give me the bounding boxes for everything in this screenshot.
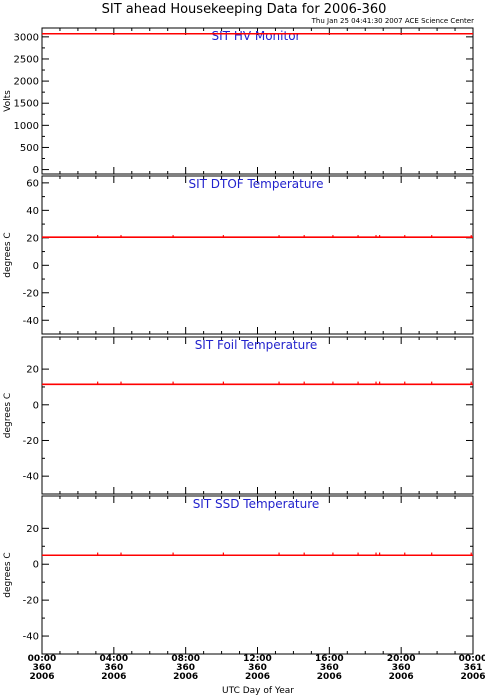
y-tick-label: -40 xyxy=(23,316,39,327)
x-tick-label: 2006 xyxy=(245,672,270,682)
x-tick-label: 2006 xyxy=(101,672,126,682)
y-tick-label: -40 xyxy=(23,472,39,483)
x-tick-label: 20:00 xyxy=(387,654,416,664)
panel-title: SIT SSD Temperature xyxy=(193,497,320,511)
x-tick-label: 360 xyxy=(33,663,52,673)
y-tick-label: 0 xyxy=(33,400,39,411)
y-tick-label: 0 xyxy=(33,560,39,571)
x-tick-label: 360 xyxy=(392,663,411,673)
x-tick-label: 360 xyxy=(248,663,267,673)
y-tick-label: -40 xyxy=(23,632,39,643)
x-tick-label: 08:00 xyxy=(171,654,200,664)
plot-frame xyxy=(41,27,474,175)
y-tick-label: 0 xyxy=(33,165,39,176)
x-tick-label: 360 xyxy=(176,663,195,673)
panel-2: -40 -20 0 20 40 60 degrees C SIT DTOF Temperatu… xyxy=(3,175,474,335)
y-tick-label: -20 xyxy=(23,436,39,447)
y-tick-label: 500 xyxy=(20,143,39,154)
panel-title: SIT Foil Temperature xyxy=(195,338,318,352)
y-tick-label: 2500 xyxy=(14,54,39,65)
x-tick-label: 360 xyxy=(320,663,339,673)
x-tick-label: 2006 xyxy=(389,672,414,682)
x-tick-label: 360 xyxy=(104,663,123,673)
chart-subtitle: Thu Jan 25 04:41:30 2007 ACE Science Cen… xyxy=(311,17,474,25)
x-tick-label: 2006 xyxy=(460,672,485,682)
x-tick-label: 361 xyxy=(464,663,483,673)
x-tick-label: 2006 xyxy=(173,672,198,682)
x-axis-label: UTC Day of Year xyxy=(222,686,294,696)
y-axis-label: Volts xyxy=(3,90,13,112)
x-tick-label: 16:00 xyxy=(315,654,344,664)
y-tick-label: -20 xyxy=(23,288,39,299)
panel-3: -40 -20 0 20 degrees C SIT Foil Temperature xyxy=(3,336,474,495)
x-tick-label: 12:00 xyxy=(243,654,272,664)
y-axis-label: degrees C xyxy=(3,232,13,277)
y-tick-label: 2000 xyxy=(14,77,39,88)
y-tick-label: 20 xyxy=(26,365,39,376)
y-tick-label: 1500 xyxy=(14,99,39,110)
y-axis-label: degrees C xyxy=(3,393,13,438)
plot-frame xyxy=(41,495,474,655)
x-tick-label: 00:00 xyxy=(28,654,57,664)
y-tick-label: 20 xyxy=(26,233,39,244)
x-tick-label: 00:00 xyxy=(459,654,485,664)
y-tick-label: 60 xyxy=(26,178,39,189)
panel-1: 0 500 1000 1500 2000 2500 3000 Volts SIT HV Moni… xyxy=(3,27,474,176)
y-tick-label: 20 xyxy=(26,524,39,535)
x-tick-label: 04:00 xyxy=(100,654,129,664)
x-tick-label: 2006 xyxy=(317,672,342,682)
x-tick-label: 2006 xyxy=(29,672,54,682)
panel-title: SIT DTOF Temperature xyxy=(188,177,323,191)
chart-title: SIT ahead Housekeeping Data for 2006-360 xyxy=(102,2,387,17)
panel-4: -40 -20 0 20 degrees C SIT SSD Temperature xyxy=(3,495,474,655)
y-tick-label: -20 xyxy=(23,596,39,607)
plot-frame xyxy=(41,175,474,335)
plot-frame xyxy=(41,336,474,495)
y-tick-label: 3000 xyxy=(14,32,39,43)
y-axis-label: degrees C xyxy=(3,552,13,597)
y-tick-label: 0 xyxy=(33,261,39,272)
panel-title: SIT HV Monitor xyxy=(212,29,301,43)
x-axis: 00:00360200604:00360200608:00360200612:0… xyxy=(28,654,485,682)
y-tick-label: 1000 xyxy=(14,121,39,132)
y-tick-label: 40 xyxy=(26,206,39,217)
